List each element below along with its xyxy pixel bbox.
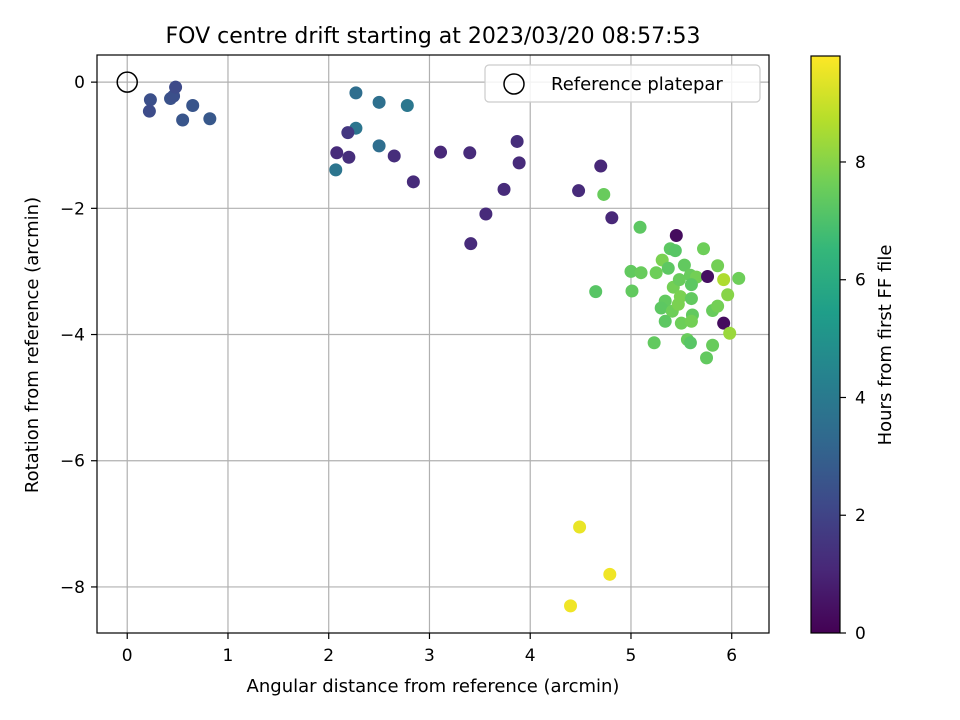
scatter-point [589,285,603,299]
reference-marker-group [116,71,138,93]
scatter-point [697,242,711,256]
x-tick-label: 0 [122,646,133,666]
scatter-point [203,112,217,126]
scatter-point [400,98,414,112]
scatter-point [701,269,715,283]
colorbar-tick-label: 2 [855,506,866,526]
scatter-point [668,244,682,258]
scatter-point [341,126,355,140]
scatter-point [700,351,714,365]
scatter-point [684,278,698,292]
plot-frame [96,54,770,634]
scatter-point [594,159,608,173]
legend-reference-marker [503,73,525,95]
scatter-point [497,182,511,196]
y-tick-label: −2 [60,199,85,219]
scatter-point [372,95,386,109]
y-tick-label: 0 [74,73,85,93]
scatter-point [723,326,737,340]
y-axis-ticks: 0 −2 −4 −6 −8 [60,73,97,598]
x-axis-ticks: 0 1 2 3 4 5 6 [122,633,737,666]
colorbar-tick-label: 8 [855,153,866,173]
scatter-point [387,149,401,163]
plot-area: 0 1 2 3 4 5 6 0 −2 −4 −6 −8 [60,54,770,666]
scatter-point [406,175,420,189]
legend-entry-reference: Reference platepar [551,74,723,95]
scatter-point [654,301,668,315]
scatter-point [329,163,343,177]
scatter-point [479,207,493,221]
scatter-point [732,271,746,285]
y-tick-label: −8 [60,578,85,598]
y-tick-label: −6 [60,452,85,472]
scatter-point [647,336,661,350]
scatter-point [672,273,686,287]
x-tick-label: 5 [626,646,637,666]
colorbar: 0 2 4 6 8 Hours from first FF file [810,55,896,644]
scatter-point [674,316,688,330]
scatter-point [711,259,725,273]
scatter-point [330,146,344,160]
scatter-point [169,80,183,94]
x-tick-label: 2 [323,646,334,666]
scatter-point [634,266,648,280]
x-axis-label: Angular distance from reference (arcmin) [247,676,620,697]
scatter-point [658,314,672,328]
scatter-point [633,220,647,234]
scatter-point [597,187,611,201]
grid-lines [97,55,769,633]
scatter-point [143,93,157,107]
legend-box [484,64,761,103]
x-tick-label: 3 [424,646,435,666]
reference-platepar-marker [116,71,138,93]
colorbar-tick-label: 0 [855,624,866,644]
scatter-point [572,184,586,198]
colorbar-tick-label: 6 [855,271,866,291]
scatter-point [142,104,156,118]
scatter-point [464,237,478,251]
x-tick-label: 4 [525,646,536,666]
scatter-point [603,567,617,581]
scatter-point [661,261,675,275]
scatter-point [605,211,619,225]
scatter-point [684,292,698,306]
scatter-point [512,156,526,170]
scatter-point [683,336,697,350]
colorbar-gradient [810,55,841,634]
y-tick-label: −4 [60,326,85,346]
scatter-point [706,338,720,352]
scatter-point [711,299,725,313]
data-points [142,80,746,613]
scatter-point [372,139,386,153]
scatter-point [671,297,685,311]
scatter-point [625,284,639,298]
scatter-point [176,113,190,127]
scatter-point [669,228,683,242]
scatter-point [434,145,448,159]
chart-title: FOV centre drift starting at 2023/03/20 … [166,24,701,49]
x-tick-label: 1 [223,646,234,666]
scatter-point [463,146,477,160]
scatter-point [349,86,363,100]
scatter-point [342,150,356,164]
scatter-point [717,316,731,330]
x-tick-label: 6 [726,646,737,666]
scatter-point [721,288,735,302]
scatter-point [186,98,200,112]
colorbar-ticks: 0 2 4 6 8 [840,153,866,644]
colorbar-tick-label: 4 [855,388,866,408]
scatter-point [677,258,691,272]
scatter-point [573,520,587,534]
y-axis-label: Rotation from reference (arcmin) [22,197,43,493]
scatter-point [684,314,698,328]
legend: Reference platepar [484,64,761,103]
scatter-point [717,273,731,287]
colorbar-label: Hours from first FF file [875,245,896,446]
scatter-point [649,266,663,280]
scatter-point [564,599,578,613]
scatter-point [510,134,524,148]
scatter-point [624,264,638,278]
